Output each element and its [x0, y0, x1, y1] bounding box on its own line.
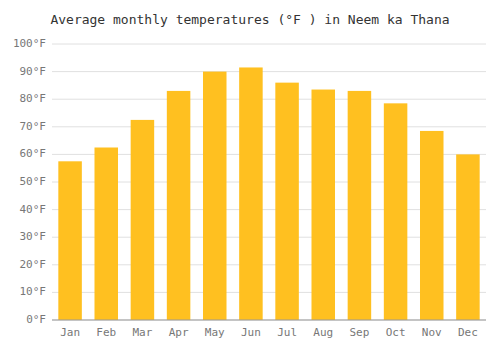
y-tick-label: 90°F	[20, 65, 47, 78]
y-tick-label: 10°F	[20, 285, 47, 298]
bar	[384, 103, 408, 320]
x-tick-label: Jan	[60, 326, 80, 339]
x-tick-label: May	[205, 326, 225, 339]
bar	[311, 90, 335, 320]
x-tick-label: Apr	[169, 326, 189, 339]
grid-line	[52, 126, 486, 127]
grid-line	[52, 71, 486, 72]
bar	[420, 131, 444, 320]
y-tick-label: 60°F	[20, 147, 47, 160]
bars	[58, 67, 479, 320]
y-tick-label: 50°F	[20, 175, 47, 188]
x-tick-label: Dec	[458, 326, 478, 339]
x-tick-label: Aug	[313, 326, 333, 339]
bar	[94, 148, 118, 321]
x-tick-label: Sep	[349, 326, 369, 339]
bar	[203, 72, 227, 320]
y-grid	[52, 44, 486, 320]
bar	[131, 120, 155, 320]
x-tick-label: Jul	[277, 326, 297, 339]
y-tick-label: 30°F	[20, 230, 47, 243]
bar	[348, 91, 372, 320]
grid-line	[52, 99, 486, 100]
x-axis: Jan Feb Mar Apr May Jun Jul Aug Sep Oct Nov Dec	[52, 320, 486, 339]
x-tick-label: Jun	[241, 326, 261, 339]
y-tick-label: 70°F	[20, 120, 47, 133]
chart-title: Average monthly temperatures (°F ) in Ne…	[50, 12, 449, 27]
grid-line	[52, 320, 486, 321]
y-tick-label: 80°F	[20, 92, 47, 105]
x-tick-label: Oct	[386, 326, 406, 339]
y-tick-label: 100°F	[13, 37, 46, 50]
x-tick-label: Nov	[422, 326, 442, 339]
y-tick-label: 20°F	[20, 258, 47, 271]
chart-svg: 0°F 10°F 20°F 30°F 40°F 50°F 60°F 70°F 80°F 90°F 1…	[0, 0, 500, 350]
bar	[58, 161, 82, 320]
x-axis-line	[52, 320, 486, 321]
y-tick-label: 0°F	[26, 313, 46, 326]
grid-line	[52, 44, 486, 45]
bar	[456, 154, 480, 320]
y-tick-label: 40°F	[20, 203, 47, 216]
chart-container: 0°F 10°F 20°F 30°F 40°F 50°F 60°F 70°F 80°F 90°F 1…	[0, 0, 500, 350]
x-tick-label: Feb	[96, 326, 116, 339]
x-tick-label: Mar	[132, 326, 152, 339]
bar	[239, 67, 263, 320]
bar	[275, 83, 299, 320]
y-axis: 0°F 10°F 20°F 30°F 40°F 50°F 60°F 70°F 80°F 90°F 1…	[13, 37, 46, 326]
bar	[167, 91, 191, 320]
